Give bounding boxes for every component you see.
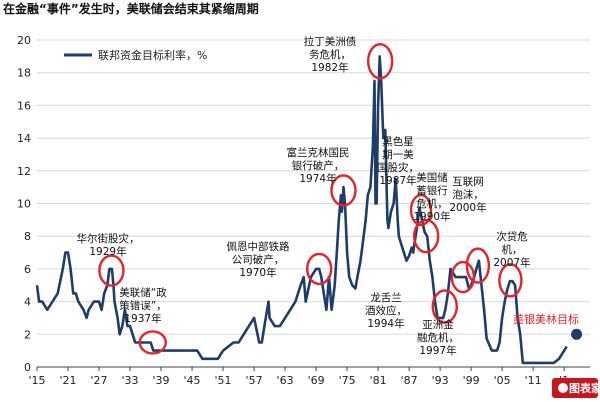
- event-label: 拉丁美洲债务危机， 1982年: [304, 35, 357, 74]
- event-label: 美国储蓄银行危机， 1990年: [413, 171, 450, 223]
- highlight-circle: [498, 263, 523, 298]
- y-axis-ticks: 0 2 4 6 8 10 12 14 16 18 20: [17, 34, 31, 374]
- x-tick-label: '81: [370, 374, 387, 387]
- logo-text: 图表家: [569, 381, 600, 395]
- highlight-circle: [305, 252, 333, 286]
- x-tick-label: '69: [308, 374, 325, 387]
- event-label: 龙舌兰酒效应， 1994年: [365, 291, 407, 330]
- y-tick-label: 16: [17, 99, 31, 112]
- x-tick-label: '11: [525, 374, 542, 387]
- x-tick-label: '75: [339, 374, 356, 387]
- target-label: 美银美林目标: [513, 312, 579, 326]
- chart-title: 在金融“事件”发生时，美联储会结束其紧缩周期: [3, 1, 259, 16]
- series-line: [35, 55, 568, 365]
- x-tick-label: '21: [59, 374, 76, 387]
- y-tick-label: 8: [24, 230, 31, 243]
- y-tick-label: 20: [17, 34, 31, 47]
- x-tick-label: '93: [432, 374, 449, 387]
- event-label: 黑色星期一美国股灾， 1987年: [377, 135, 419, 187]
- x-tick-label: '45: [184, 374, 201, 387]
- event-label: 互联网泡沫， 2000年: [449, 176, 486, 214]
- logo-icon: [558, 383, 568, 393]
- x-tick-label: '57: [246, 374, 263, 387]
- event-label: 佩恩中部铁路公司破产， 1970年: [227, 240, 290, 279]
- highlight-circle: [366, 43, 394, 80]
- y-tick-label: 6: [24, 263, 31, 276]
- legend-label: 联邦资金目标利率，%: [98, 48, 207, 62]
- highlight-circle: [409, 193, 433, 227]
- target-dot: [571, 328, 583, 340]
- highlight-circle: [465, 247, 491, 284]
- event-highlights: [98, 43, 523, 355]
- logo: 图表家: [552, 378, 600, 398]
- y-tick-label: 0: [24, 361, 31, 374]
- x-axis-ticks: '15 '21 '27 '33 '39 '45 '51 '57 '63 '69 '75 '81 '87 '…: [28, 367, 569, 387]
- y-tick-label: 4: [24, 296, 31, 309]
- highlight-circle: [412, 218, 440, 254]
- x-tick-label: '05: [494, 374, 511, 387]
- highlight-circle: [450, 260, 476, 294]
- event-label: 次贷危机， 2007年: [493, 230, 530, 269]
- x-tick-label: '33: [122, 374, 139, 387]
- x-tick-label: '39: [153, 374, 170, 387]
- highlight-circle: [98, 254, 125, 287]
- grid-lines: [37, 39, 590, 368]
- legend: 联邦资金目标利率，%: [64, 48, 207, 62]
- logo-badge: [552, 378, 598, 398]
- highlight-circle: [330, 174, 357, 207]
- highlight-circle: [431, 289, 458, 324]
- highlight-circle: [138, 330, 167, 355]
- y-tick-label: 14: [17, 132, 31, 145]
- x-tick-label: '87: [401, 374, 418, 387]
- y-tick-label: 10: [17, 198, 31, 211]
- x-tick-label: '51: [215, 374, 232, 387]
- x-tick-label: '15: [28, 374, 45, 387]
- event-label: 华尔街股灾， 1929年: [77, 232, 140, 258]
- event-label: 亚洲金融危机， 1997年: [417, 318, 459, 357]
- event-label: 富兰克林国民银行破产， 1974年: [287, 146, 350, 185]
- y-tick-label: 2: [24, 328, 31, 341]
- y-tick-label: 12: [17, 165, 31, 178]
- event-label: 美联储“政策错误”， 1937年: [119, 286, 167, 325]
- y-tick-label: 18: [17, 67, 31, 80]
- x-tick-label: '99: [463, 374, 480, 387]
- x-tick-label: '27: [91, 374, 108, 387]
- x-tick-label: '63: [277, 374, 294, 387]
